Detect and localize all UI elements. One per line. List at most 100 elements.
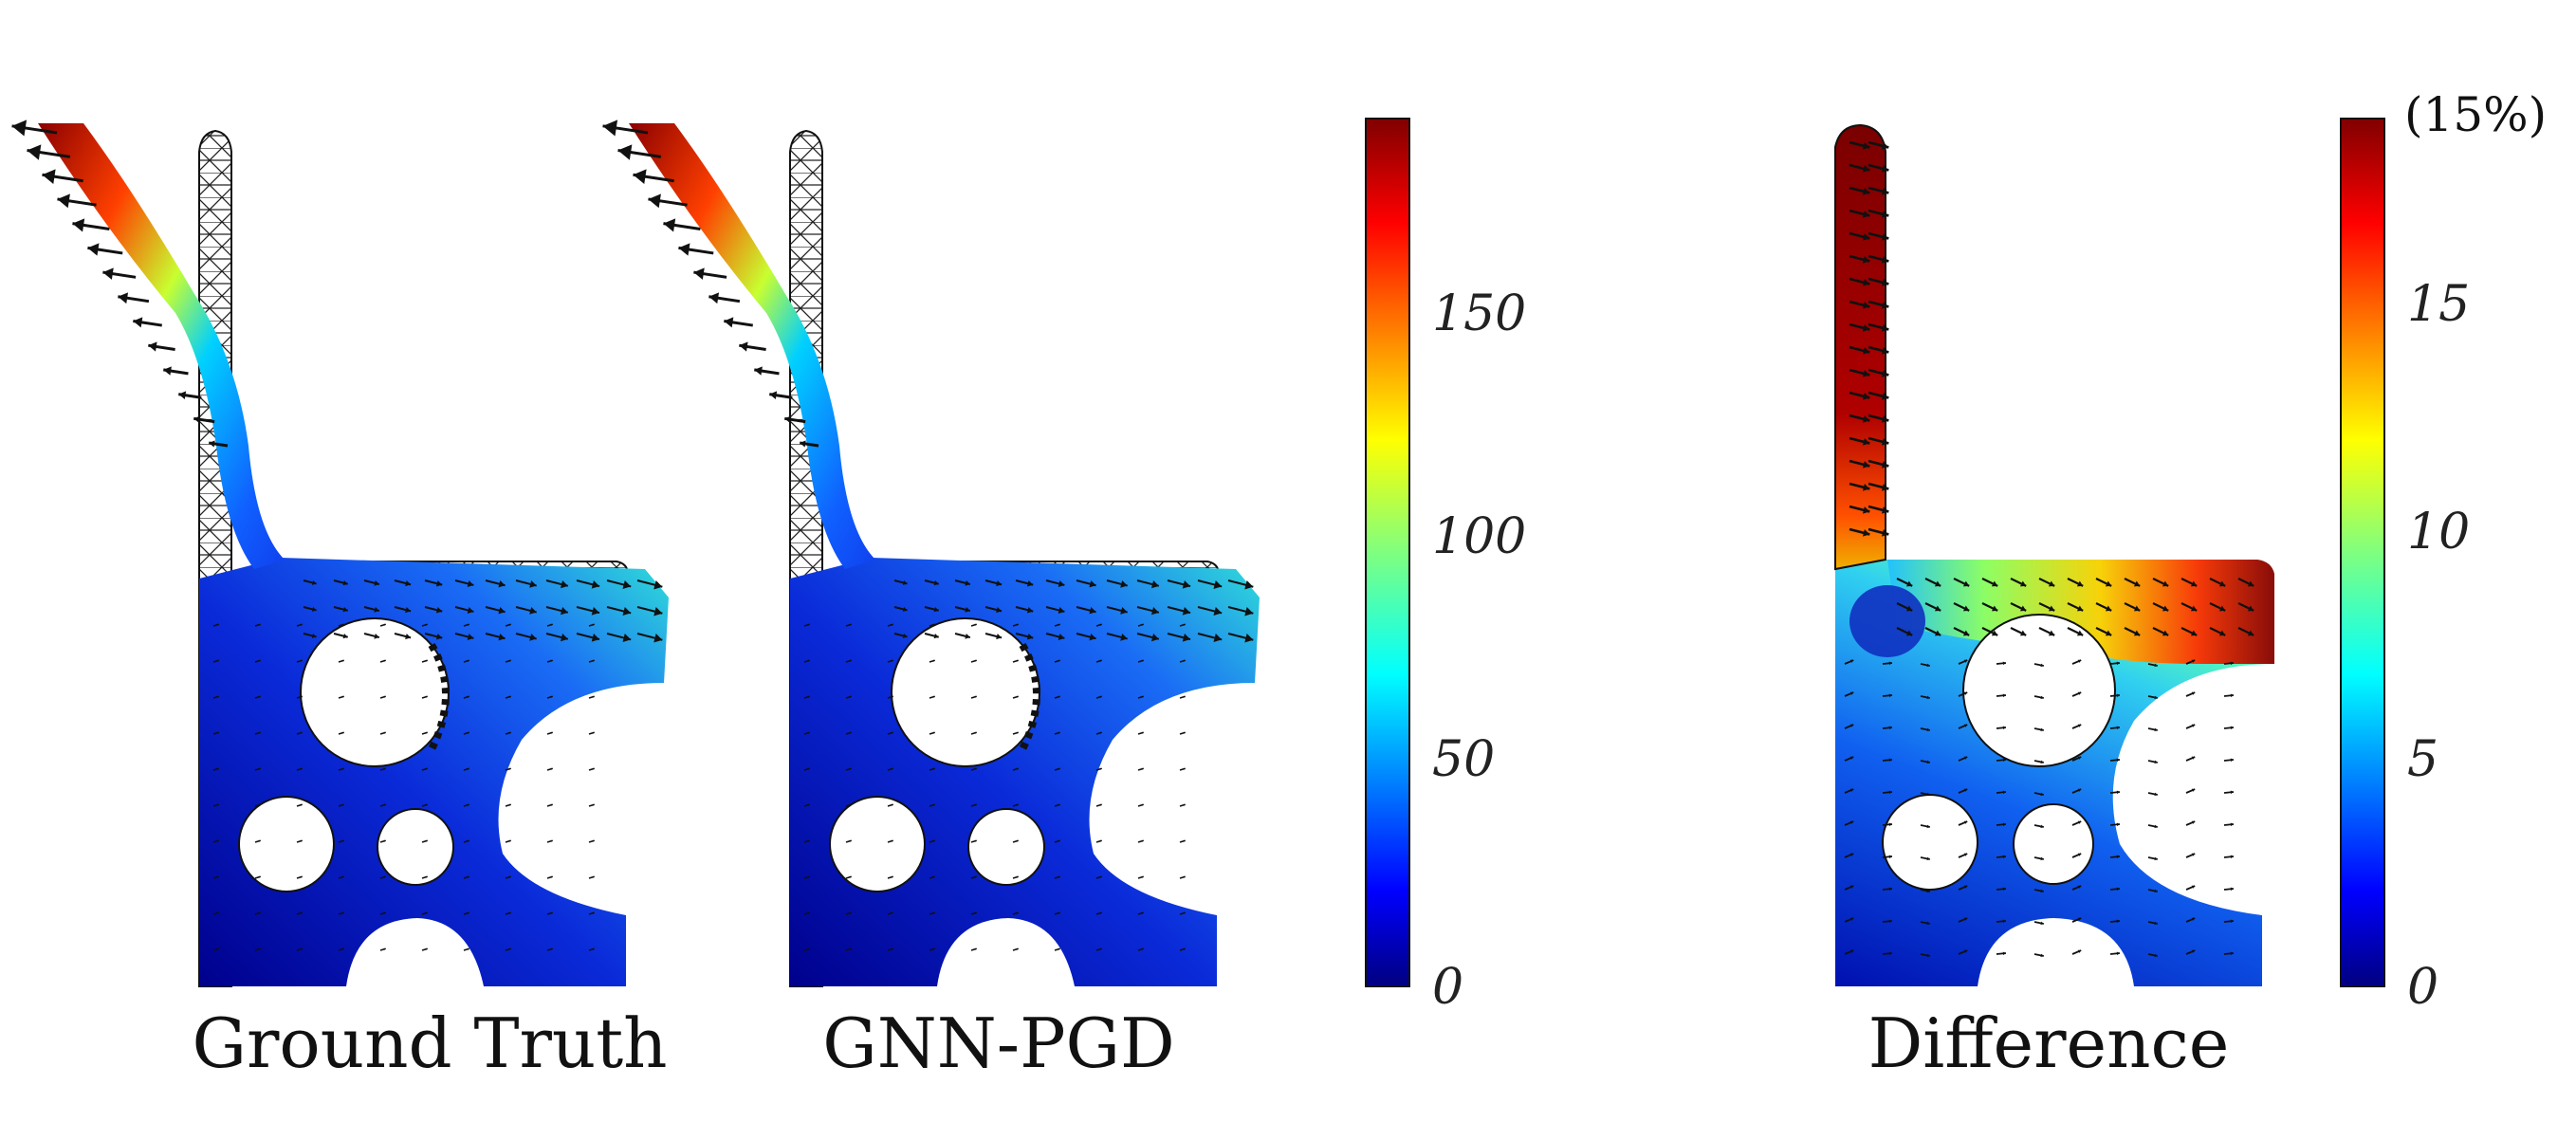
- vector-arrowhead: [341, 875, 344, 878]
- vector-arrowhead: [425, 659, 428, 662]
- vector-arrowhead: [311, 579, 317, 585]
- vector-arrowhead: [508, 803, 511, 806]
- vector-arrowhead: [1213, 606, 1223, 616]
- vector-arrowhead: [1862, 187, 1870, 195]
- vector-arrowhead: [1141, 731, 1144, 734]
- vector-arrowhead: [2230, 822, 2234, 827]
- vector-arrowhead: [891, 839, 893, 842]
- vector-arrowhead: [1058, 606, 1065, 614]
- vector-arrowhead: [425, 803, 428, 806]
- vector-arrowhead: [932, 695, 935, 698]
- vector-arrowhead: [2191, 788, 2196, 792]
- vector-arrowhead: [1016, 803, 1019, 806]
- vector-arrowhead: [1058, 579, 1065, 587]
- vector-arrowhead: [467, 606, 474, 614]
- difference-panel: [1834, 123, 2274, 986]
- vector-arrowhead: [341, 623, 344, 626]
- vector-arrowhead: [974, 947, 977, 950]
- vector-arrowhead: [1058, 695, 1060, 698]
- vector-arrowhead: [258, 695, 261, 698]
- vector-arrowhead: [1026, 633, 1034, 640]
- vector-arrowhead: [405, 579, 412, 587]
- vector-arrowhead: [2154, 760, 2158, 764]
- vector-arrowhead: [996, 633, 1003, 640]
- vector-arrowhead: [2133, 630, 2141, 636]
- vector-arrowhead: [1888, 726, 1892, 730]
- vector-arrowhead: [1016, 659, 1019, 662]
- vector-arrowhead: [2116, 693, 2120, 698]
- panel-label-ground-truth: Ground Truth: [192, 1003, 668, 1083]
- cb2-tick-0: 0: [2407, 959, 2439, 1016]
- vector-arrowhead: [1862, 346, 1870, 355]
- vector-arrowhead: [2162, 605, 2169, 612]
- vector-arrowhead: [341, 911, 344, 914]
- vector-arrowhead: [1849, 659, 1854, 663]
- vector-arrowhead: [498, 579, 506, 588]
- vector-arrowhead: [849, 803, 852, 806]
- vector-arrowhead: [2230, 790, 2234, 795]
- vector-arrowhead: [807, 947, 810, 950]
- vector-arrowhead: [383, 695, 386, 698]
- vector-arrowhead: [2191, 853, 2196, 856]
- vector-arrowhead: [163, 366, 172, 376]
- vector-arrowhead: [2105, 630, 2112, 636]
- vector-arrowhead: [965, 579, 970, 586]
- vector-arrowhead: [1881, 141, 1889, 150]
- vector-arrowhead: [1016, 731, 1019, 734]
- vector-arrowhead: [550, 767, 553, 770]
- vector-arrowhead: [891, 623, 893, 626]
- vector-arrowhead: [800, 440, 806, 448]
- vector-arrowhead: [1888, 919, 1892, 924]
- vector-arrowhead: [1183, 695, 1186, 698]
- hole-small-left: [829, 796, 926, 892]
- vector-arrowhead: [1905, 605, 1913, 612]
- vector-arrowhead: [617, 144, 633, 160]
- ground-truth-panel: [11, 120, 669, 987]
- vector-arrowhead: [1881, 369, 1889, 377]
- vector-arrowhead: [87, 243, 100, 256]
- vector-arrowhead: [529, 606, 537, 615]
- panel-label-difference: Difference: [1868, 1003, 2230, 1083]
- vector-arrowhead: [849, 875, 852, 878]
- vector-arrowhead: [1963, 820, 1968, 824]
- cb2-tick-5: 5: [2407, 731, 2439, 788]
- vector-arrowhead: [2230, 661, 2234, 666]
- vector-arrowhead: [258, 659, 261, 662]
- vector-arrowhead: [1182, 633, 1191, 642]
- vector-arrowhead: [374, 579, 379, 586]
- vector-arrowhead: [1862, 506, 1870, 514]
- vector-arrowhead: [383, 623, 386, 626]
- vector-arrowhead: [2230, 693, 2234, 698]
- vector-arrowhead: [2230, 919, 2234, 924]
- vector-arrowhead: [2191, 691, 2196, 695]
- vector-arrowhead: [300, 731, 303, 734]
- vector-arrowhead: [2019, 630, 2027, 636]
- vector-arrowhead: [2048, 630, 2055, 636]
- vector-arrowhead: [807, 623, 810, 626]
- vector-arrowhead: [374, 606, 379, 613]
- vector-arrowhead: [1862, 301, 1870, 309]
- vector-arrowhead: [193, 415, 201, 424]
- cb1-tick-150: 150: [1432, 285, 1527, 342]
- vector-arrowhead: [216, 767, 219, 770]
- vector-arrowhead: [2154, 727, 2158, 732]
- hole-large: [1962, 614, 2116, 767]
- vector-arrowhead: [300, 767, 303, 770]
- vector-arrowhead: [102, 267, 114, 280]
- vector-arrowhead: [1991, 580, 1998, 587]
- vector-arrowhead: [1183, 875, 1186, 878]
- vector-arrowhead: [2002, 887, 2006, 892]
- vector-arrowhead: [754, 366, 763, 376]
- vector-arrowhead: [1862, 483, 1870, 491]
- vector-arrowhead: [1963, 885, 1968, 889]
- vector-arrowhead: [405, 606, 412, 614]
- vector-arrowhead: [1881, 392, 1889, 400]
- vector-arrowhead: [663, 218, 676, 232]
- vector-arrowhead: [1926, 760, 1930, 764]
- vector-arrowhead: [1926, 663, 1930, 668]
- vector-arrowhead: [2230, 758, 2234, 763]
- vector-arrowhead: [2191, 949, 2196, 953]
- vector-arrowhead: [974, 731, 977, 734]
- vector-arrowhead: [1881, 506, 1889, 514]
- vector-arrowhead: [133, 317, 143, 328]
